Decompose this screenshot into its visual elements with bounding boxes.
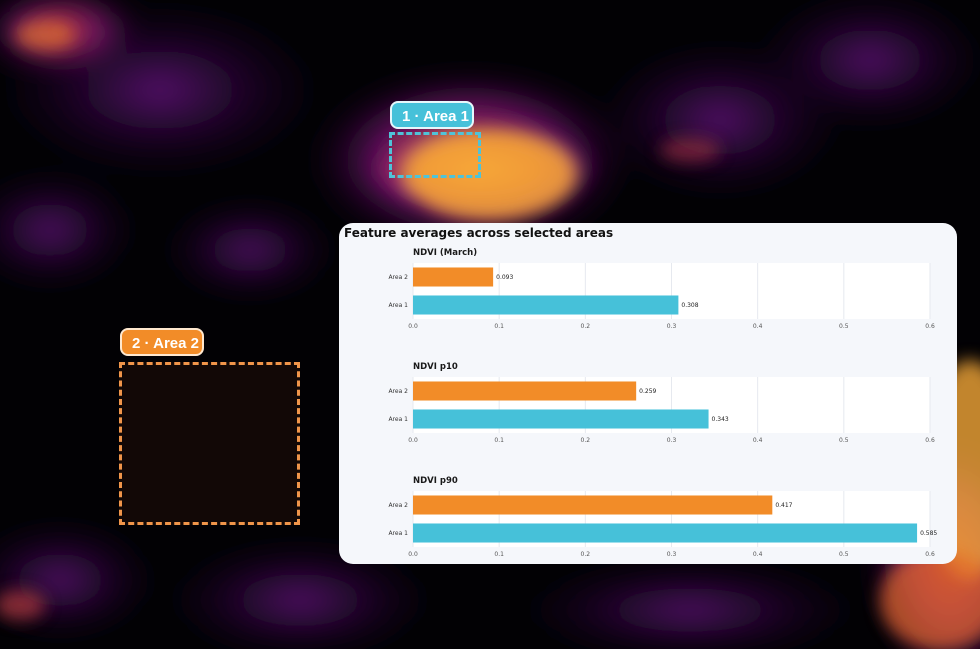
x-tick-label: 0.1 [494, 551, 504, 558]
chart-title: NDVI p10 [413, 362, 458, 372]
x-tick-label: 0.2 [581, 437, 591, 444]
x-tick-label: 0.3 [667, 323, 677, 330]
area-2-selection-rectangle[interactable] [119, 362, 300, 525]
area-1-label[interactable]: 1 · Area 1 [390, 101, 474, 129]
panel-title: Feature averages across selected areas [344, 226, 614, 240]
x-tick-label: 0.0 [408, 437, 418, 444]
chart-title: NDVI p90 [413, 476, 458, 486]
y-tick-label: Area 2 [388, 502, 408, 509]
feature-averages-charts: NDVI (March) 0.0 0.1 0.2 0.3 0.4 0.5 0.6 Area 2 0… [388, 248, 937, 558]
bar-area-1 [413, 523, 918, 543]
area-1-selection-rectangle[interactable] [389, 132, 481, 178]
x-tick-label: 0.2 [581, 551, 591, 558]
y-tick-label: Area 2 [388, 388, 408, 395]
y-tick-label: Area 1 [388, 416, 408, 423]
x-tick-label: 0.6 [925, 551, 935, 558]
x-tick-label: 0.5 [839, 323, 849, 330]
y-tick-label: Area 1 [388, 530, 408, 537]
x-tick-label: 0.5 [839, 437, 849, 444]
x-tick-label: 0.0 [408, 551, 418, 558]
bar-area-2 [413, 495, 773, 515]
data-label: 0.308 [681, 302, 698, 309]
x-tick-label: 0.0 [408, 323, 418, 330]
x-tick-label: 0.6 [925, 323, 935, 330]
data-label: 0.417 [775, 502, 792, 509]
bar-area-2 [413, 267, 494, 287]
x-tick-label: 0.5 [839, 551, 849, 558]
bar-area-1 [413, 409, 709, 429]
feature-averages-panel: Feature averages across selected areas N… [339, 223, 957, 564]
x-tick-label: 0.3 [667, 551, 677, 558]
data-label: 0.093 [496, 274, 513, 281]
y-tick-label: Area 2 [388, 274, 408, 281]
x-tick-label: 0.1 [494, 437, 504, 444]
x-tick-label: 0.2 [581, 323, 591, 330]
x-tick-label: 0.1 [494, 323, 504, 330]
data-label: 0.259 [639, 388, 656, 395]
x-tick-label: 0.4 [753, 551, 763, 558]
bar-area-1 [413, 295, 679, 315]
x-tick-label: 0.4 [753, 437, 763, 444]
y-tick-label: Area 1 [388, 302, 408, 309]
area-2-label[interactable]: 2 · Area 2 [120, 328, 204, 356]
data-label: 0.343 [712, 416, 729, 423]
x-tick-label: 0.3 [667, 437, 677, 444]
bar-area-2 [413, 381, 637, 401]
x-tick-label: 0.4 [753, 323, 763, 330]
chart-title: NDVI (March) [413, 248, 477, 258]
x-tick-label: 0.6 [925, 437, 935, 444]
data-label: 0.585 [920, 530, 937, 537]
